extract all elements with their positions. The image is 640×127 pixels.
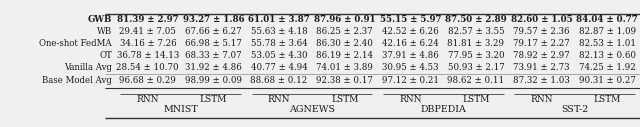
Text: 53.05 ± 4.30: 53.05 ± 4.30 bbox=[251, 52, 307, 60]
Text: 82.60 ± 1.05: 82.60 ± 1.05 bbox=[511, 15, 572, 25]
Text: SST-2: SST-2 bbox=[561, 106, 588, 115]
Text: RNN: RNN bbox=[399, 96, 422, 105]
Text: WB: WB bbox=[97, 28, 112, 36]
Text: 92.38 ± 0.17: 92.38 ± 0.17 bbox=[316, 76, 373, 85]
Text: 86.25 ± 2.37: 86.25 ± 2.37 bbox=[316, 28, 373, 36]
Text: 40.77 ± 4.94: 40.77 ± 4.94 bbox=[251, 64, 307, 73]
Text: OT: OT bbox=[99, 52, 112, 60]
Text: RNN: RNN bbox=[531, 96, 553, 105]
Text: 87.50 ± 2.89: 87.50 ± 2.89 bbox=[445, 15, 507, 25]
Text: 74.25 ± 1.92: 74.25 ± 1.92 bbox=[579, 64, 636, 73]
Text: 79.57 ± 2.36: 79.57 ± 2.36 bbox=[513, 28, 570, 36]
Text: 82.13 ± 0.60: 82.13 ± 0.60 bbox=[579, 52, 636, 60]
Text: 36.78 ± 14.13: 36.78 ± 14.13 bbox=[116, 52, 179, 60]
Text: LSTM: LSTM bbox=[200, 96, 227, 105]
Text: LSTM: LSTM bbox=[593, 96, 621, 105]
Text: 82.53 ± 1.01: 82.53 ± 1.01 bbox=[579, 39, 636, 49]
Text: 31.92 ± 4.86: 31.92 ± 4.86 bbox=[185, 64, 242, 73]
Text: RNN: RNN bbox=[136, 96, 159, 105]
Text: 37.91 ± 4.86: 37.91 ± 4.86 bbox=[382, 52, 438, 60]
Text: 68.33 ± 7.07: 68.33 ± 7.07 bbox=[185, 52, 242, 60]
Text: 67.66 ± 6.27: 67.66 ± 6.27 bbox=[185, 28, 242, 36]
Text: 55.15 ± 5.97: 55.15 ± 5.97 bbox=[380, 15, 441, 25]
Text: DBPEDIA: DBPEDIA bbox=[420, 106, 466, 115]
Text: 87.96 ± 0.91: 87.96 ± 0.91 bbox=[314, 15, 376, 25]
Text: Base Model Avg: Base Model Avg bbox=[42, 76, 112, 85]
Text: 97.12 ± 0.21: 97.12 ± 0.21 bbox=[382, 76, 439, 85]
Text: 30.95 ± 4.53: 30.95 ± 4.53 bbox=[382, 64, 438, 73]
Text: 55.78 ± 3.64: 55.78 ± 3.64 bbox=[251, 39, 307, 49]
Text: RNN: RNN bbox=[268, 96, 291, 105]
Text: 34.16 ± 7.26: 34.16 ± 7.26 bbox=[120, 39, 176, 49]
Text: 86.30 ± 2.40: 86.30 ± 2.40 bbox=[316, 39, 373, 49]
Text: Vanilla Avg: Vanilla Avg bbox=[64, 64, 112, 73]
Text: 96.68 ± 0.29: 96.68 ± 0.29 bbox=[120, 76, 176, 85]
Text: 81.39 ± 2.97: 81.39 ± 2.97 bbox=[117, 15, 179, 25]
Text: 66.98 ± 5.17: 66.98 ± 5.17 bbox=[185, 39, 242, 49]
Text: 61.01 ± 3.87: 61.01 ± 3.87 bbox=[248, 15, 310, 25]
Text: 93.27 ± 1.86: 93.27 ± 1.86 bbox=[182, 15, 244, 25]
Text: GWB: GWB bbox=[88, 15, 112, 25]
Text: LSTM: LSTM bbox=[462, 96, 490, 105]
Text: 79.17 ± 2.27: 79.17 ± 2.27 bbox=[513, 39, 570, 49]
Text: 81.81 ± 3.29: 81.81 ± 3.29 bbox=[447, 39, 504, 49]
Text: 55.63 ± 4.18: 55.63 ± 4.18 bbox=[251, 28, 307, 36]
Text: 87.32 ± 1.03: 87.32 ± 1.03 bbox=[513, 76, 570, 85]
Text: 28.54 ± 10.70: 28.54 ± 10.70 bbox=[116, 64, 179, 73]
Text: 74.01 ± 3.89: 74.01 ± 3.89 bbox=[316, 64, 373, 73]
Text: 77.95 ± 3.20: 77.95 ± 3.20 bbox=[447, 52, 504, 60]
Text: 42.52 ± 6.26: 42.52 ± 6.26 bbox=[382, 28, 438, 36]
Text: 98.62 ± 0.11: 98.62 ± 0.11 bbox=[447, 76, 504, 85]
Text: 29.41 ± 7.05: 29.41 ± 7.05 bbox=[120, 28, 176, 36]
Text: 73.91 ± 2.73: 73.91 ± 2.73 bbox=[513, 64, 570, 73]
Text: 42.16 ± 6.24: 42.16 ± 6.24 bbox=[382, 39, 438, 49]
Text: MNIST: MNIST bbox=[163, 106, 198, 115]
Text: 88.68 ± 0.12: 88.68 ± 0.12 bbox=[250, 76, 308, 85]
Text: 84.04 ± 0.77: 84.04 ± 0.77 bbox=[576, 15, 638, 25]
Text: 82.87 ± 1.09: 82.87 ± 1.09 bbox=[579, 28, 636, 36]
Text: LSTM: LSTM bbox=[331, 96, 358, 105]
Text: 78.92 ± 2.97: 78.92 ± 2.97 bbox=[513, 52, 570, 60]
Text: 98.99 ± 0.09: 98.99 ± 0.09 bbox=[185, 76, 242, 85]
Text: 86.19 ± 2.14: 86.19 ± 2.14 bbox=[316, 52, 373, 60]
Text: 50.93 ± 2.17: 50.93 ± 2.17 bbox=[447, 64, 504, 73]
Text: AGNEWS: AGNEWS bbox=[289, 106, 335, 115]
Text: One-shot FedMA: One-shot FedMA bbox=[40, 39, 112, 49]
Text: 82.57 ± 3.55: 82.57 ± 3.55 bbox=[447, 28, 504, 36]
Text: 90.31 ± 0.27: 90.31 ± 0.27 bbox=[579, 76, 636, 85]
